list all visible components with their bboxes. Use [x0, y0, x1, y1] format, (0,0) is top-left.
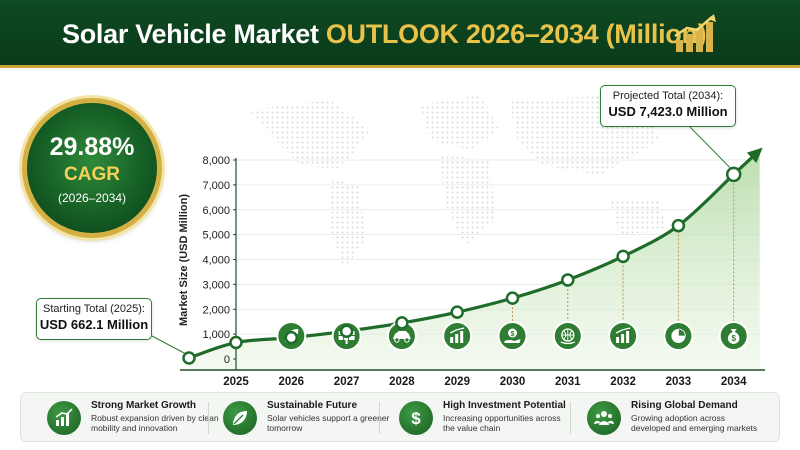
page-title: Solar Vehicle Market OUTLOOK 2026–2034 (…	[62, 12, 707, 56]
divider	[570, 402, 571, 434]
y-tick-label: 0	[224, 354, 230, 366]
dollar-icon: $	[399, 401, 433, 435]
header-banner: Solar Vehicle Market OUTLOOK 2026–2034 (…	[0, 0, 800, 68]
feature-sustainable: Sustainable Future Solar vehicles suppor…	[223, 393, 389, 443]
projected-connector	[689, 126, 732, 169]
starting-total-callout: Starting Total (2025): USD 662.1 Million	[36, 298, 152, 340]
data-point	[339, 324, 354, 338]
money-bag-icon: $	[718, 321, 749, 351]
x-tick-label: 2025	[223, 376, 249, 388]
data-point	[616, 249, 630, 264]
feature-title: Rising Global Demand	[631, 400, 738, 411]
feature-title: Strong Market Growth	[91, 400, 197, 411]
x-tick-label: 2033	[666, 376, 692, 388]
feature-title: Sustainable Future	[267, 400, 358, 411]
feature-investment: $ High Investment Potential Increasing o…	[399, 393, 569, 443]
leaf-icon	[223, 401, 257, 435]
data-point	[505, 291, 520, 305]
feature-desc: Increasing opportunities across the valu…	[443, 413, 561, 433]
x-tick-label: 2032	[610, 376, 636, 388]
x-tick-label: 2031	[555, 376, 581, 388]
growth-chart-icon	[674, 14, 716, 52]
data-point	[395, 316, 409, 330]
x-tick-label: 2028	[389, 376, 415, 388]
cagr-label: CAGR	[64, 164, 120, 185]
cagr-value: 29.88%	[49, 133, 135, 161]
y-tick-label: 5,000	[202, 230, 230, 242]
y-tick-label: 7,000	[202, 180, 230, 192]
x-tick-label: 2034	[721, 376, 747, 388]
pie-chart-icon	[663, 321, 694, 351]
projected-total-label: Projected Total (2034):	[612, 90, 724, 102]
divider	[208, 402, 209, 434]
feature-global-demand: Rising Global Demand Growing adoption ac…	[587, 393, 777, 443]
x-tick-label: 2029	[444, 376, 470, 388]
feature-desc: Growing adoption across developed and em…	[631, 413, 758, 433]
y-tick-label: 4,000	[202, 255, 230, 267]
svg-text:$: $	[731, 334, 736, 343]
cagr-period: (2026–2034)	[57, 191, 127, 205]
x-tick-label: 2026	[279, 376, 305, 388]
x-tick-label: 2027	[334, 376, 360, 388]
y-tick-label: 8,000	[202, 155, 230, 167]
feature-desc: Solar vehicles support a greener tomorro…	[267, 413, 390, 433]
growth-area	[189, 150, 760, 370]
projected-total-callout: Projected Total (2034): USD 7,423.0 Mill…	[600, 85, 736, 127]
starting-total-value: USD 662.1 Million	[39, 317, 149, 332]
dollar-hand-icon: $	[497, 321, 528, 351]
world-map-background	[250, 95, 665, 270]
y-tick-label: 2,000	[202, 304, 230, 316]
feature-title: High Investment Potential	[443, 400, 566, 411]
y-axis-label: Market Size (USD Million)	[178, 194, 190, 326]
growth-chart-icon	[47, 401, 81, 435]
start-connector	[151, 335, 187, 355]
svg-text:$: $	[511, 331, 515, 338]
y-tick-label: 1,000	[202, 329, 230, 341]
x-tick-label: 2030	[500, 376, 526, 388]
projected-total-value: USD 7,423.0 Million	[608, 104, 728, 119]
market-chart: Market Size (USD Million) 0 1,000 2,000 3,0…	[151, 95, 765, 388]
divider	[379, 402, 380, 434]
y-tick-label: 3,000	[202, 279, 230, 291]
globe-leaf-icon	[552, 321, 583, 351]
cagr-badge: 29.88% CAGR (2026–2034)	[22, 98, 162, 238]
growth-bars-icon	[608, 321, 639, 351]
title-main: Solar Vehicle Market	[62, 19, 319, 49]
data-point	[725, 166, 742, 183]
y-tick-label: 6,000	[202, 205, 230, 217]
svg-text:$: $	[411, 409, 421, 428]
electric-car-icon	[386, 321, 417, 351]
data-point	[561, 273, 575, 287]
data-point	[284, 330, 299, 345]
feature-strong-growth: Strong Market Growth Robust expansion dr…	[47, 393, 219, 443]
feature-desc: Robust expansion driven by clean mobilit…	[91, 413, 219, 433]
starting-total-label: Starting Total (2025):	[43, 303, 145, 315]
data-point	[229, 335, 243, 350]
data-point	[450, 305, 464, 319]
growth-bars-icon	[442, 321, 473, 351]
feature-strip: Strong Market Growth Robust expansion dr…	[20, 392, 780, 442]
trend-arrow-head	[746, 147, 763, 163]
title-accent: OUTLOOK 2026–2034 (Million)	[325, 19, 707, 49]
people-icon	[587, 401, 621, 435]
data-point	[182, 351, 196, 365]
data-point	[671, 218, 686, 233]
